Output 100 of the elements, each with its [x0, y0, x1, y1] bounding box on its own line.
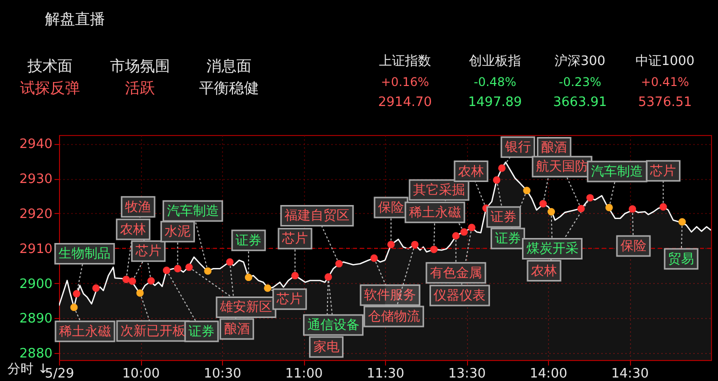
point	[430, 246, 438, 254]
point	[678, 218, 686, 226]
text: 市场氛围	[110, 57, 170, 75]
point	[128, 277, 136, 285]
annotation: 家电	[313, 338, 340, 355]
point	[162, 266, 170, 274]
point	[70, 304, 78, 312]
annotation: 通信设备	[307, 318, 360, 333]
y-tick-label: 2880	[19, 346, 52, 362]
y-tick-label: 2930	[19, 172, 52, 188]
annotation: 酿酒	[541, 140, 568, 156]
text: 中证1000	[635, 54, 695, 69]
point	[72, 290, 80, 298]
point	[498, 164, 506, 172]
annotation: 证券	[236, 233, 262, 248]
annotation: 汽车制造	[166, 204, 219, 220]
annotation: 证券	[188, 324, 215, 340]
text: 1497.89	[468, 95, 522, 110]
annotation: 芯片	[649, 164, 676, 179]
text: 2914.70	[378, 95, 432, 110]
annotation: 农林	[531, 264, 558, 279]
annotation: 汽车制造	[591, 164, 644, 180]
point	[147, 277, 155, 285]
x-tick-label: 11:00	[285, 366, 323, 381]
text: -0.48%	[474, 75, 516, 89]
point	[136, 289, 144, 297]
point	[548, 208, 555, 216]
point	[492, 176, 500, 184]
annotation: 芯片	[276, 292, 303, 308]
text: 创业板指	[469, 54, 521, 69]
point	[452, 232, 460, 240]
point	[174, 264, 182, 272]
chart-title: 解盘直播	[45, 10, 105, 28]
x-tick-label: 10:00	[122, 366, 160, 381]
annotation: 稀土永磁	[58, 323, 111, 340]
point	[264, 284, 272, 292]
annotation: 雄安新区	[219, 299, 272, 316]
point	[370, 254, 378, 262]
point	[660, 203, 667, 211]
point	[586, 194, 594, 202]
point	[628, 205, 636, 213]
annotation: 农林	[120, 222, 146, 238]
x-tick-label: 10:30	[204, 366, 242, 381]
annotation: 其它采掘	[413, 182, 466, 198]
annotation: 保险	[378, 200, 404, 216]
y-tick-label: 2920	[19, 206, 52, 222]
text: 活跃	[125, 79, 155, 97]
x-tick-label: 14:30	[611, 366, 649, 381]
point	[226, 258, 234, 266]
text: 技术面	[26, 57, 72, 75]
annotation: 生物制品	[58, 246, 111, 262]
text: 3663.91	[553, 95, 607, 110]
y-tick-label: 2890	[19, 312, 52, 327]
annotation: 银行	[504, 140, 531, 156]
annotation: 酿酒	[224, 322, 250, 337]
point	[523, 186, 531, 194]
annotation: 仓储物流	[368, 308, 420, 325]
text: +0.41%	[640, 75, 690, 89]
annotation: 仪器仪表	[434, 288, 486, 304]
point	[324, 273, 332, 281]
annotation: 水泥	[164, 224, 191, 240]
y-tick-label: 2940	[19, 137, 52, 152]
point	[411, 240, 419, 248]
text: 5376.51	[638, 95, 692, 110]
annotation: 芯片	[281, 232, 308, 247]
text: +0.16%	[380, 75, 430, 89]
point	[204, 267, 212, 275]
x-tick-label: 11:30	[366, 366, 404, 381]
annotation: 保险	[620, 238, 646, 254]
annotation: 福建自贸区	[284, 208, 350, 224]
point	[605, 204, 613, 212]
annotation: 贸易	[668, 252, 694, 267]
point	[539, 200, 547, 208]
text: 上证指数	[379, 54, 431, 69]
text: 试探反弹	[20, 79, 80, 97]
text: -0.23%	[558, 75, 602, 89]
point	[460, 228, 468, 236]
point	[468, 224, 476, 232]
annotation: 煤炭开采	[526, 242, 578, 257]
point	[185, 264, 193, 271]
annotation: 稀土永磁	[408, 204, 461, 220]
point	[122, 276, 130, 284]
annotation: 农林	[458, 164, 484, 180]
point	[291, 272, 299, 280]
annotation: 芯片	[134, 244, 162, 260]
annotation: 牧渔	[125, 200, 152, 215]
text: 平衡稳健	[199, 79, 259, 97]
x-tick-label: 14:00	[530, 366, 568, 381]
text: 沪深300	[554, 53, 606, 69]
point	[244, 274, 252, 282]
point	[335, 260, 343, 268]
annotation: 软件服务	[364, 288, 416, 304]
point	[92, 284, 100, 292]
annotation: 有色金属	[430, 266, 482, 281]
y-tick-label: 2900	[19, 276, 52, 292]
annotation: 证券	[490, 210, 517, 225]
point	[577, 204, 585, 212]
y-tick-label: 2910	[19, 242, 52, 257]
annotation: 证券	[494, 231, 521, 246]
x-tick-label: 13:30	[448, 366, 486, 381]
